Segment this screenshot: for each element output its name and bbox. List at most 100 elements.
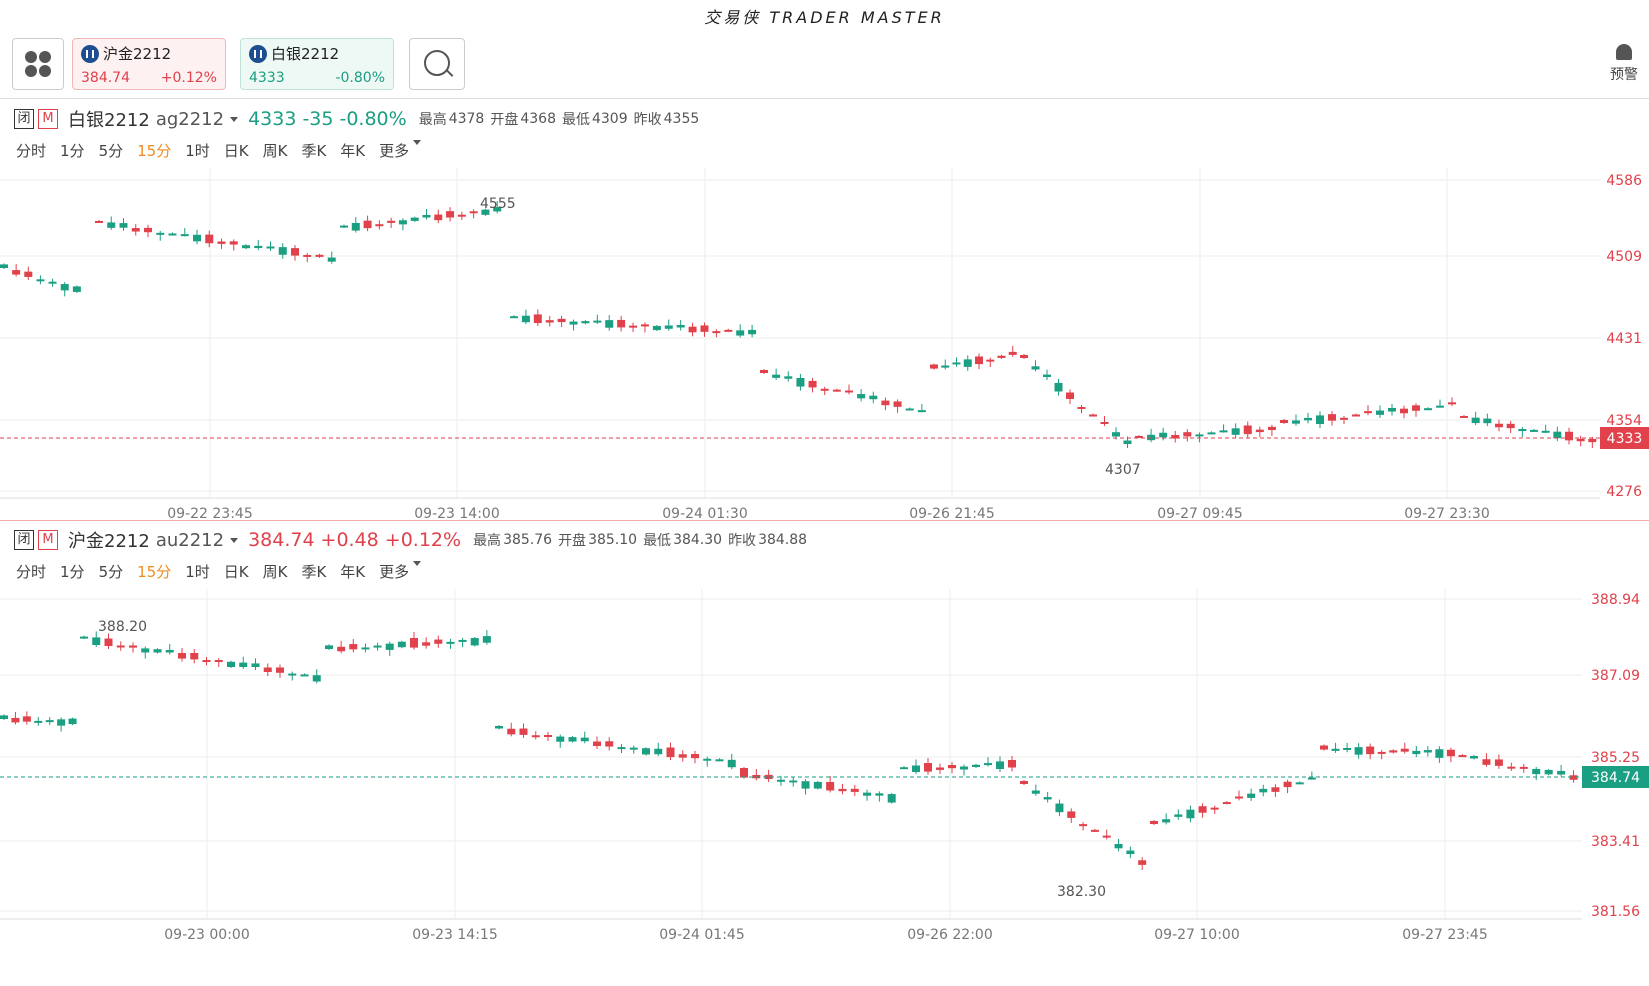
tab-timeframe[interactable]: 1时: [185, 563, 210, 581]
candle: [1090, 828, 1099, 832]
app-title: 交易侠 TRADER MASTER: [704, 8, 945, 27]
candle: [1435, 746, 1444, 763]
low-value: 384.30: [673, 532, 723, 548]
candle: [960, 764, 968, 776]
x-tick-label: 09-24 01:45: [659, 927, 744, 943]
candle: [180, 228, 189, 237]
min-price-label: 4307: [1105, 462, 1141, 478]
tab-timeframe[interactable]: 年K: [340, 563, 366, 581]
candle: [57, 717, 66, 732]
tab-timeframe[interactable]: 日K: [223, 563, 249, 581]
candle: [972, 763, 980, 768]
tab-timeframe[interactable]: 5分: [98, 563, 124, 581]
candle: [568, 736, 577, 743]
candle: [387, 217, 396, 228]
candle: [178, 648, 186, 662]
tab-timeframe[interactable]: 1分: [60, 563, 85, 581]
candle: [291, 245, 299, 261]
tab-timeframe[interactable]: 日K: [223, 142, 249, 160]
tab-timeframe[interactable]: 更多: [379, 563, 410, 581]
high-value: 385.76: [503, 532, 553, 548]
candle: [410, 216, 419, 222]
tab-timeframe[interactable]: 分时: [16, 563, 47, 581]
candle: [629, 322, 638, 332]
quote-card-silver[interactable]: 白银2212 4333 -0.80%: [240, 38, 394, 90]
chevron-down-icon[interactable]: [230, 116, 239, 122]
candle: [153, 648, 162, 654]
candle: [533, 309, 542, 327]
candle: [952, 357, 961, 367]
candle: [190, 649, 199, 664]
candlestick-chart[interactable]: 388.94 387.09 385.25 383.41 381.56 09-23 00:0…: [0, 589, 1649, 986]
candle: [1400, 742, 1409, 754]
timeframe-tabs: 分时 1分 5分 15分 1时 日K 周K 季K 年K 更多: [16, 140, 422, 161]
candle: [760, 369, 768, 374]
contract-icon: [249, 44, 267, 63]
candle: [303, 252, 312, 263]
candle: [893, 399, 902, 413]
tab-timeframe[interactable]: 1分: [60, 142, 85, 160]
chevron-down-icon[interactable]: [413, 561, 422, 566]
y-tick-label: 4586: [1606, 173, 1642, 189]
tab-timeframe[interactable]: 1时: [185, 142, 210, 160]
candle: [715, 758, 724, 762]
chevron-down-icon[interactable]: [413, 140, 422, 145]
candle: [1292, 414, 1300, 426]
candle: [363, 215, 372, 232]
candle: [45, 717, 54, 726]
candle: [239, 656, 248, 669]
y-tick-label: 385.25: [1591, 750, 1640, 766]
candle: [254, 239, 263, 251]
candle: [1471, 411, 1480, 426]
prev-close-value: 384.88: [758, 532, 808, 548]
contract-code[interactable]: ag2212: [155, 108, 225, 130]
candle: [1112, 427, 1120, 440]
tab-timeframe[interactable]: 15分: [137, 563, 172, 581]
candle: [276, 664, 284, 678]
candle: [0, 263, 8, 269]
candle: [470, 637, 479, 647]
tab-timeframe[interactable]: 5分: [98, 142, 124, 160]
candle: [748, 324, 757, 338]
last-price-label: 384.74: [1591, 770, 1640, 786]
candle: [948, 762, 956, 774]
candle: [217, 238, 226, 249]
tab-timeframe[interactable]: 分时: [16, 142, 47, 160]
candlestick-chart[interactable]: 4586 4509 4431 4354 4276 09-22 23:45 09-23 14:…: [0, 168, 1649, 518]
candle: [193, 229, 201, 245]
open-value: 385.10: [588, 532, 638, 548]
tab-timeframe[interactable]: 年K: [340, 142, 366, 160]
tab-timeframe[interactable]: 周K: [262, 142, 288, 160]
candle: [654, 742, 663, 757]
candle: [1343, 742, 1352, 753]
tab-timeframe[interactable]: 季K: [301, 563, 327, 581]
chevron-down-icon[interactable]: [230, 537, 239, 543]
candle: [119, 218, 128, 231]
candle: [617, 744, 626, 753]
panel-divider[interactable]: [0, 520, 1649, 521]
tab-timeframe[interactable]: 周K: [262, 563, 288, 581]
candle: [422, 209, 431, 220]
candle: [605, 315, 614, 331]
search-button[interactable]: [409, 38, 465, 90]
x-tick-label: 09-26 21:45: [909, 506, 994, 518]
tab-timeframe[interactable]: 15分: [137, 142, 172, 160]
last-price-label: 4333: [1607, 431, 1643, 447]
candle: [666, 742, 675, 761]
candle: [1147, 428, 1156, 443]
candle: [327, 251, 336, 264]
contract-code[interactable]: au2212: [155, 529, 225, 551]
candle: [457, 211, 466, 220]
candle: [227, 660, 235, 668]
candle: [703, 756, 712, 767]
candle: [312, 669, 321, 684]
quote-change: -0.80%: [335, 70, 385, 86]
contract-name: 沪金2212: [68, 531, 150, 552]
menu-grid-button[interactable]: [12, 38, 64, 90]
candle: [1020, 354, 1028, 359]
alert-button[interactable]: 预警: [1607, 44, 1641, 84]
tab-timeframe[interactable]: 更多: [379, 142, 410, 160]
candle: [917, 404, 926, 413]
quote-card-gold[interactable]: 沪金2212 384.74 +0.12%: [72, 38, 226, 90]
tab-timeframe[interactable]: 季K: [301, 142, 327, 160]
